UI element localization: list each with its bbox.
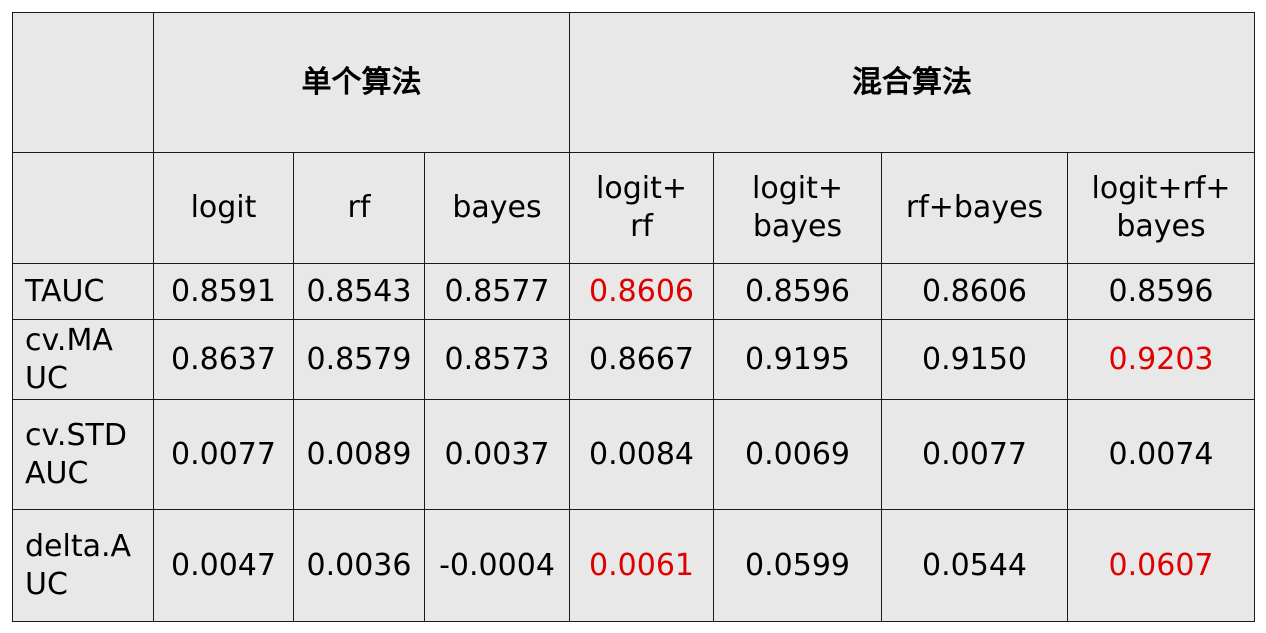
column-header: logit+ bayes	[713, 152, 883, 264]
table-row: TAUC 0.8591 0.8543 0.8577 0.8606 0.8596 …	[12, 263, 1256, 320]
value-cell: 0.8596	[713, 263, 883, 320]
column-header-row: logit rf bayes logit+ rf logit+ bayes rf…	[12, 152, 1256, 264]
value-cell: 0.9195	[713, 319, 883, 400]
value-cell: 0.9150	[881, 319, 1069, 400]
row-label: delta.A UC	[12, 509, 154, 622]
value-cell: 0.8591	[153, 263, 294, 320]
results-table: 单个算法 混合算法 logit rf bayes logit+ rf logit…	[12, 12, 1256, 622]
value-cell: 0.0069	[713, 399, 883, 510]
row-label: cv.STD AUC	[12, 399, 154, 510]
column-header: logit	[153, 152, 294, 264]
value-cell: 0.8637	[153, 319, 294, 400]
value-cell: 0.8596	[1067, 263, 1256, 320]
value-cell: 0.8606	[569, 263, 715, 320]
table-row: cv.STD AUC 0.0077 0.0089 0.0037 0.0084 0…	[12, 399, 1256, 510]
column-header: logit+rf+ bayes	[1067, 152, 1256, 264]
table-row: cv.MA UC 0.8637 0.8579 0.8573 0.8667 0.9…	[12, 319, 1256, 400]
value-cell: 0.8606	[881, 263, 1069, 320]
value-cell: 0.0077	[153, 399, 294, 510]
column-header: rf	[293, 152, 425, 264]
value-cell: 0.0084	[569, 399, 715, 510]
value-cell: 0.0061	[569, 509, 715, 622]
value-cell: 0.0077	[881, 399, 1069, 510]
value-cell: 0.8579	[293, 319, 425, 400]
value-cell: 0.0036	[293, 509, 425, 622]
value-cell: 0.0037	[423, 399, 571, 510]
value-cell: 0.8667	[569, 319, 715, 400]
value-cell: 0.8577	[423, 263, 571, 320]
corner-cell	[12, 12, 154, 153]
value-cell: 0.0089	[293, 399, 425, 510]
row-label-header	[12, 152, 154, 264]
value-cell: -0.0004	[423, 509, 571, 622]
value-cell: 0.9203	[1067, 319, 1256, 400]
group-header-hybrid: 混合算法	[569, 12, 1256, 153]
value-cell: 0.0047	[153, 509, 294, 622]
column-header: logit+ rf	[569, 152, 715, 264]
value-cell: 0.0074	[1067, 399, 1256, 510]
row-label: TAUC	[12, 263, 154, 320]
group-header-row: 单个算法 混合算法	[12, 12, 1256, 153]
row-label: cv.MA UC	[12, 319, 154, 400]
value-cell: 0.0607	[1067, 509, 1256, 622]
column-header: bayes	[423, 152, 571, 264]
column-header: rf+bayes	[881, 152, 1069, 264]
value-cell: 0.8573	[423, 319, 571, 400]
table-row: delta.A UC 0.0047 0.0036 -0.0004 0.0061 …	[12, 509, 1256, 622]
value-cell: 0.0544	[881, 509, 1069, 622]
value-cell: 0.8543	[293, 263, 425, 320]
value-cell: 0.0599	[713, 509, 883, 622]
group-header-single: 单个算法	[152, 12, 571, 153]
